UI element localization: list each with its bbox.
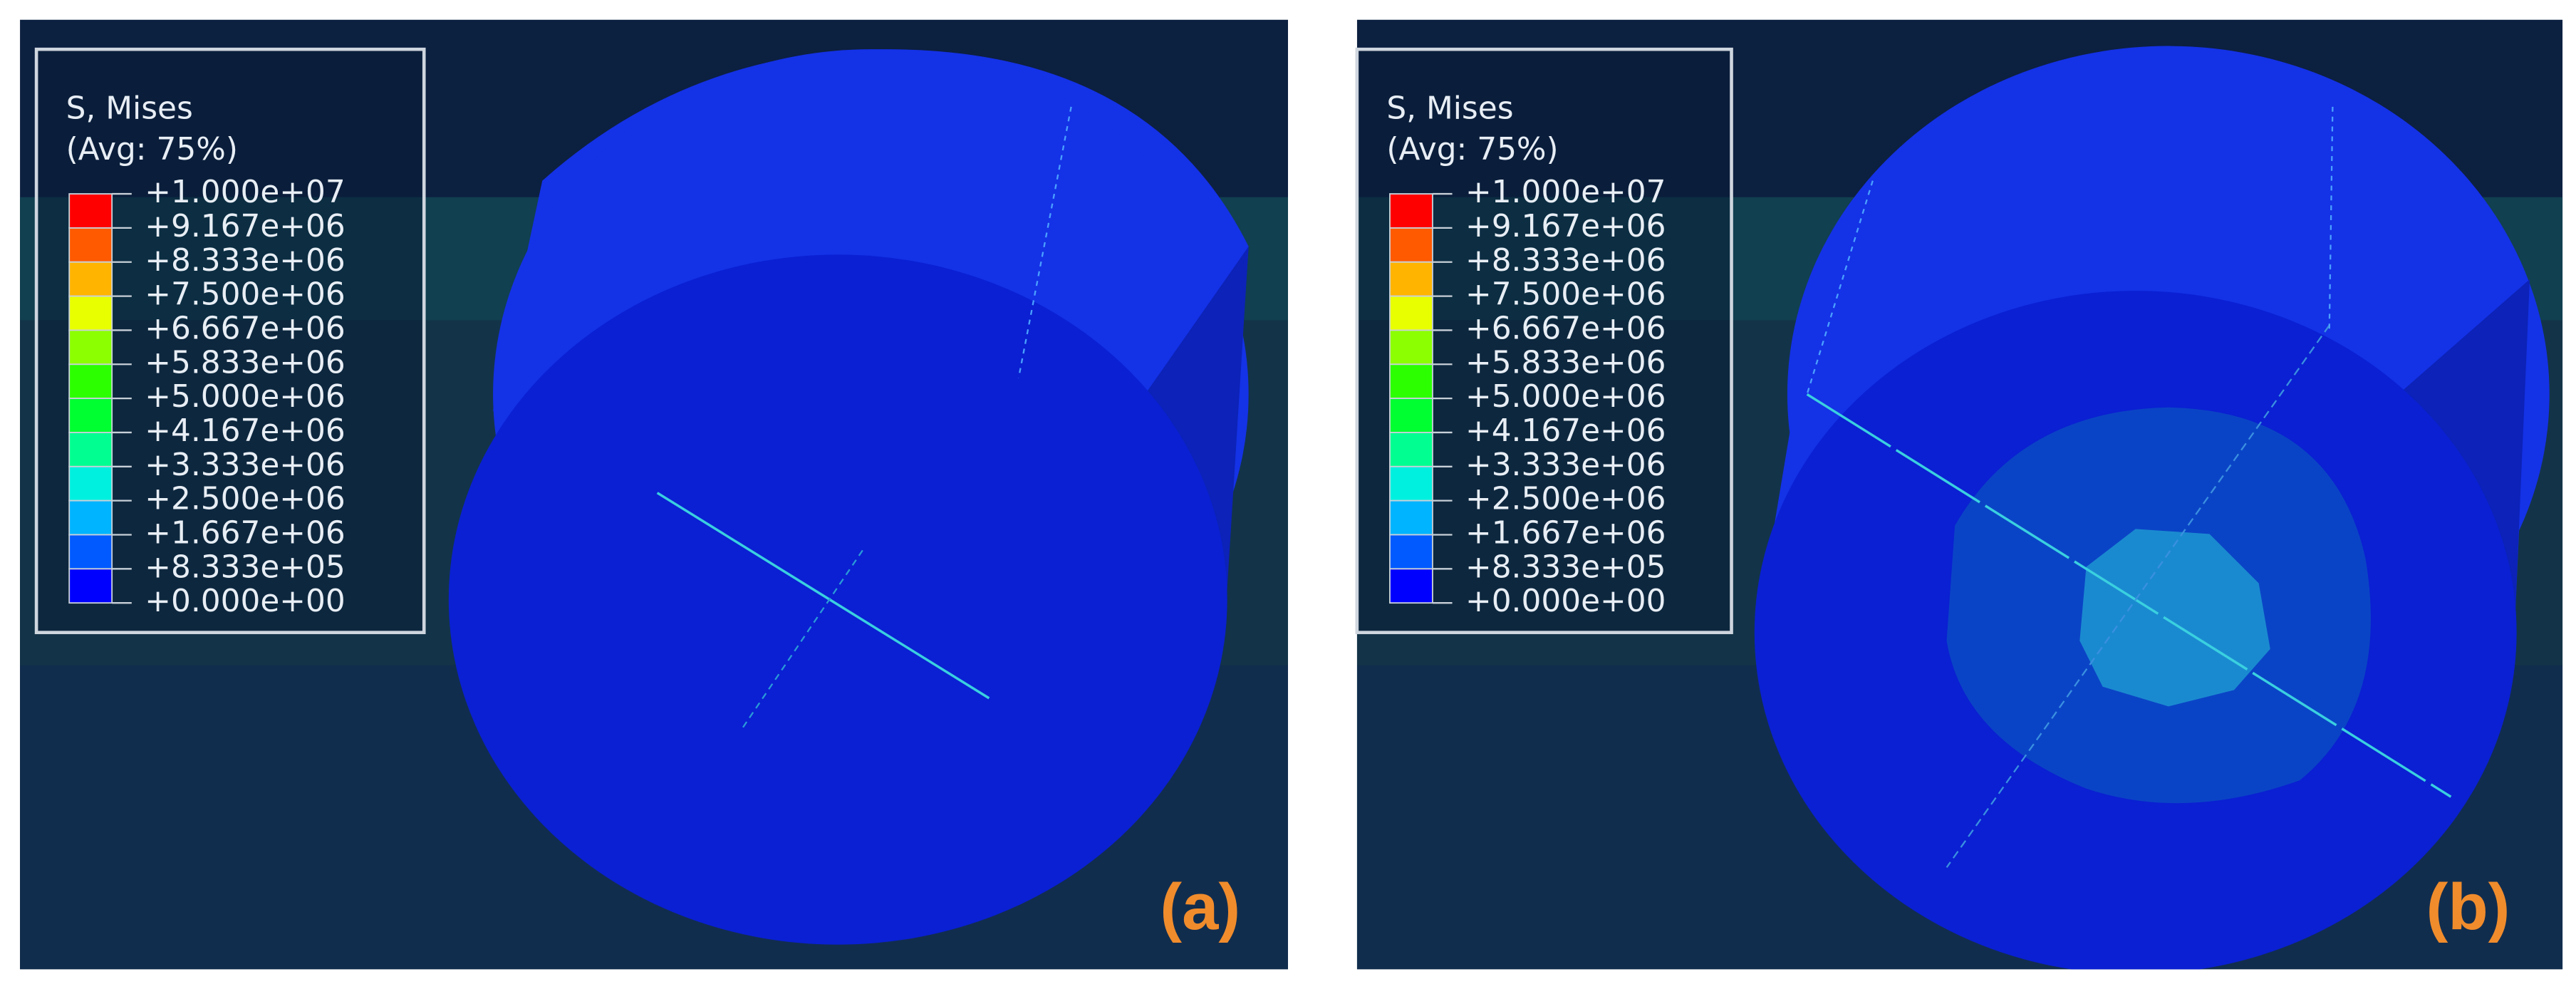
legend-level: +5.000e+06 — [1465, 378, 1666, 415]
legend-swatch — [1389, 432, 1433, 467]
legend-title: S, Mises — [66, 90, 193, 126]
legend-swatch — [68, 329, 113, 366]
legend-swatch — [68, 227, 113, 263]
legend-swatch — [1389, 398, 1433, 433]
legend-swatch — [68, 193, 113, 229]
legend-swatch — [68, 363, 113, 400]
legend-swatch — [68, 432, 113, 467]
legend-title: S, Mises — [1386, 90, 1513, 126]
legend-level: +0.000e+00 — [1465, 583, 1666, 619]
legend-level: +2.500e+06 — [1465, 481, 1666, 517]
legend-swatch — [68, 465, 113, 502]
legend-swatch — [68, 499, 113, 536]
legend-level: +1.000e+07 — [145, 174, 345, 210]
legend-level: +9.167e+06 — [1465, 208, 1666, 244]
legend-level: +7.500e+06 — [145, 276, 345, 313]
legend-subtitle: (Avg: 75%) — [1386, 131, 1558, 167]
legend-swatch — [1389, 465, 1433, 502]
legend-swatch — [68, 568, 113, 604]
legend-level: +3.333e+06 — [1465, 447, 1666, 483]
legend-swatch — [68, 534, 113, 570]
legend-level: +1.667e+06 — [1465, 514, 1666, 551]
legend-swatch — [1389, 363, 1433, 400]
viewport-a — [20, 19, 1288, 970]
legend-level: +1.667e+06 — [145, 514, 345, 551]
panel-label: (b) — [2426, 870, 2510, 943]
legend-swatch — [1389, 261, 1433, 297]
legend-level: +8.333e+05 — [145, 549, 345, 585]
panel-label: (a) — [1160, 870, 1240, 943]
legend-level: +5.000e+06 — [145, 378, 345, 415]
legend-level: +1.000e+07 — [1465, 174, 1666, 210]
legend-swatch — [1389, 295, 1433, 331]
legend-subtitle: (Avg: 75%) — [66, 131, 238, 167]
legend-swatch — [1389, 534, 1433, 570]
legend-level: +6.667e+06 — [1465, 310, 1666, 346]
legend-swatch — [68, 398, 113, 433]
legend-level: +6.667e+06 — [145, 310, 345, 346]
legend-level: +5.833e+06 — [1465, 344, 1666, 380]
legend-swatch — [1389, 329, 1433, 366]
legend-level: +4.167e+06 — [145, 413, 345, 449]
legend-swatch — [1389, 227, 1433, 263]
legend-swatch — [68, 261, 113, 297]
legend-level: +3.333e+06 — [145, 447, 345, 483]
legend-swatch — [1389, 568, 1433, 604]
legend-swatch — [1389, 193, 1433, 229]
legend-level: +8.333e+06 — [145, 242, 345, 279]
legend-level: +4.167e+06 — [1465, 413, 1666, 449]
legend-swatch — [1389, 499, 1433, 536]
legend-level: +2.500e+06 — [145, 481, 345, 517]
legend-swatch — [68, 295, 113, 331]
legend-level: +8.333e+05 — [1465, 549, 1666, 585]
legend-level: +7.500e+06 — [1465, 276, 1666, 313]
legend-level: +8.333e+06 — [1465, 242, 1666, 279]
legend-level: +5.833e+06 — [145, 344, 345, 380]
legend-level: +0.000e+00 — [145, 583, 345, 619]
legend-level: +9.167e+06 — [145, 208, 345, 244]
